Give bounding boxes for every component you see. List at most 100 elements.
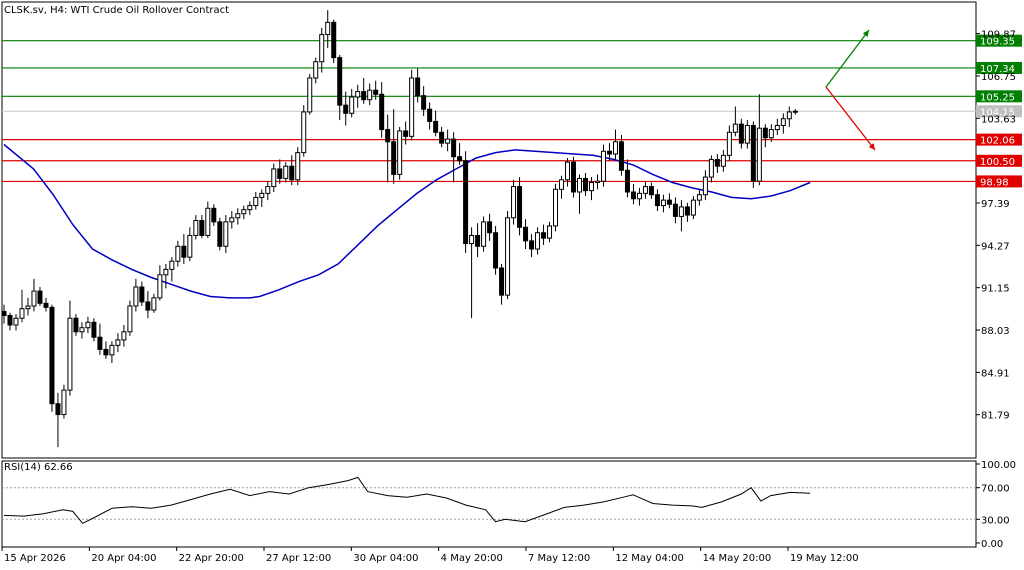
candle-body-bear	[403, 130, 409, 137]
resistance-level-tag-label: 107.34	[980, 64, 1015, 75]
price-tick-label: 84.91	[981, 368, 1010, 379]
price-tick-label: 91.15	[981, 284, 1010, 295]
candle-body-bull	[193, 220, 199, 236]
candle	[714, 154, 720, 173]
candle	[780, 113, 786, 134]
candle-body-bull	[283, 165, 289, 179]
candle	[67, 300, 73, 396]
candle-body-bull	[744, 125, 750, 144]
candle-body-bull	[235, 213, 241, 219]
candle-body-bull	[25, 305, 31, 310]
candle-body-bull	[642, 186, 648, 194]
candle-body-bull	[349, 96, 355, 114]
candle	[702, 170, 708, 201]
time-tick-label: 20 Apr 04:00	[91, 553, 156, 564]
candle	[469, 227, 475, 319]
candle	[31, 278, 37, 312]
candle	[684, 202, 690, 222]
support-level-tag-label: 98.98	[980, 177, 1009, 188]
candle	[103, 341, 109, 359]
candle-body-bear	[55, 403, 61, 416]
candle-body-bear	[427, 108, 433, 122]
candle-body-bull	[109, 344, 115, 356]
bullish-projection-arrow	[825, 29, 870, 88]
candle-body-bear	[73, 317, 79, 333]
candle	[666, 193, 672, 209]
candle	[660, 194, 666, 213]
candle	[391, 109, 397, 184]
candle	[325, 10, 331, 49]
candle-body-bear	[571, 161, 577, 193]
candle-body-bull	[481, 221, 487, 247]
candle-body-bull	[786, 111, 792, 120]
price-tick-label: 97.39	[981, 199, 1010, 210]
candle-body-bull	[696, 194, 702, 201]
candle	[594, 174, 600, 190]
candle-body-bear	[463, 160, 469, 245]
candle	[7, 312, 13, 331]
candle	[499, 263, 505, 305]
candle	[19, 289, 25, 323]
candle-body-bull	[247, 205, 253, 211]
candle	[301, 105, 307, 157]
candle	[127, 300, 133, 336]
candle-body-bear	[517, 186, 523, 228]
candle	[750, 121, 756, 188]
candle-body-bull	[121, 331, 127, 341]
candle-body-bear	[541, 232, 547, 239]
candle-body-bull	[307, 77, 313, 113]
candle-body-bear	[738, 123, 744, 144]
rsi-tick-label: 0.00	[981, 539, 1003, 550]
candle	[588, 177, 594, 201]
candle	[618, 135, 624, 176]
resistance-level-tag	[976, 34, 1022, 47]
candle-body-bull	[313, 61, 319, 79]
candle	[475, 223, 481, 258]
candle	[732, 106, 738, 137]
candle-body-bear	[684, 206, 690, 216]
candle	[337, 54, 343, 121]
candle	[744, 120, 750, 149]
time-tick-label: 19 May 12:00	[790, 553, 859, 564]
candle-body-bear	[37, 290, 43, 304]
candle	[289, 155, 295, 186]
candle-body-bear	[289, 165, 295, 181]
candle	[600, 144, 606, 187]
candle	[229, 211, 235, 229]
time-tick-label: 22 Apr 20:00	[179, 553, 244, 564]
candle	[529, 234, 535, 258]
bearish-projection-arrow-head	[868, 143, 875, 150]
candle	[271, 163, 277, 192]
candle-body-bear	[139, 286, 145, 303]
candle	[571, 156, 577, 198]
candle-body-bull	[31, 290, 37, 307]
candle-body-bull	[678, 206, 684, 217]
time-tick-label: 27 Apr 12:00	[266, 553, 331, 564]
candle-body-bull	[115, 339, 121, 346]
candle	[49, 304, 55, 412]
candle-body-bear	[618, 141, 624, 171]
candle-body-bear	[337, 57, 343, 106]
time-tick-label: 12 May 04:00	[615, 553, 684, 564]
candle-body-bull	[223, 221, 229, 247]
candle	[349, 88, 355, 118]
candle	[606, 143, 612, 161]
candle-body-bull	[588, 182, 594, 192]
candle	[25, 297, 31, 316]
candle	[612, 129, 618, 160]
candle-body-bull	[319, 34, 325, 63]
candle-body-bull	[157, 274, 163, 299]
candle	[463, 151, 469, 254]
moving-average-line	[3, 143, 811, 299]
rsi-label: RSI(14) 62.66	[4, 462, 73, 473]
candle-body-bear	[217, 221, 223, 247]
candle	[145, 291, 151, 319]
candle	[768, 124, 774, 142]
candle-body-bull	[559, 179, 565, 190]
candle	[343, 91, 349, 126]
candle	[517, 177, 523, 236]
candle	[373, 80, 379, 100]
support-level-tag-label: 100.50	[980, 157, 1015, 168]
